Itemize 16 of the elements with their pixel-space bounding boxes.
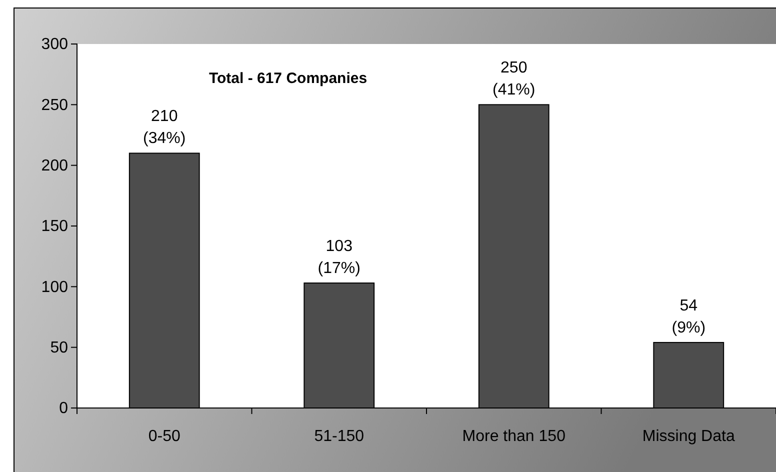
data-label: 210 (34%) bbox=[143, 108, 186, 148]
x-tick-label: Missing Data bbox=[642, 428, 735, 445]
y-tick-label: 250 bbox=[41, 96, 68, 114]
x-tick-label: 0-50 bbox=[148, 428, 180, 445]
y-tick-label: 0 bbox=[59, 400, 68, 418]
annotation: Total - 617 Companies bbox=[208, 70, 368, 87]
x-tick-label: 51-150 bbox=[314, 428, 364, 445]
y-tick-label: 150 bbox=[41, 218, 68, 236]
y-tick-label: 50 bbox=[50, 339, 68, 356]
x-tick-label: More than 150 bbox=[462, 428, 566, 445]
y-tick-label: 200 bbox=[41, 157, 68, 174]
y-tick-label: 100 bbox=[41, 278, 68, 296]
data-label: 54 (9%) bbox=[672, 297, 706, 336]
data-label: 103 (17%) bbox=[318, 238, 360, 278]
y-tick-label: 300 bbox=[41, 36, 68, 54]
data-label: 250 (41%) bbox=[492, 60, 536, 99]
